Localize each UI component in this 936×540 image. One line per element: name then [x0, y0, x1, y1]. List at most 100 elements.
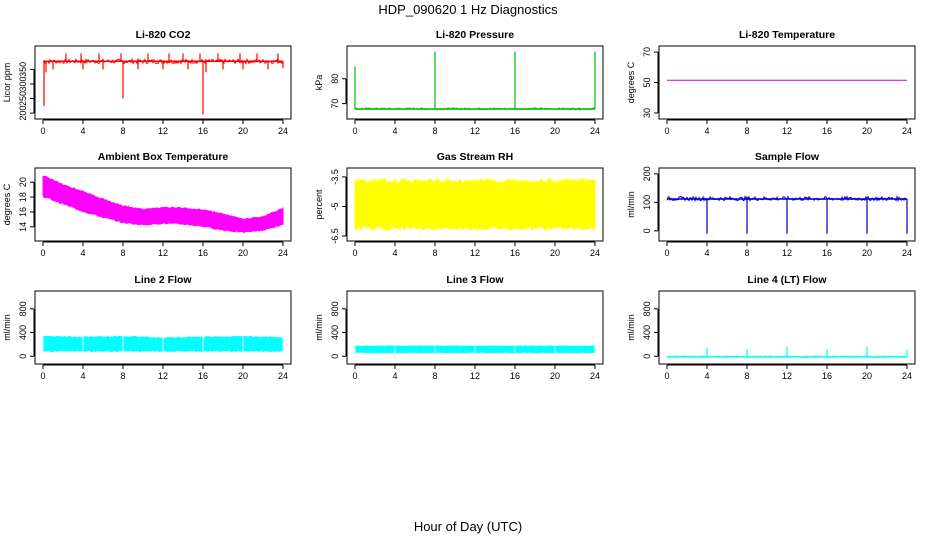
- y-tick-label: 200: [18, 106, 28, 121]
- figure-title: HDP_090620 1 Hz Diagnostics: [378, 2, 558, 17]
- plot-frame: [34, 167, 292, 242]
- y-tick-label: 800: [642, 301, 652, 316]
- x-tick-label: 24: [590, 126, 600, 136]
- y-axis-label: kPa: [314, 75, 324, 91]
- y-tick-label: 20: [18, 177, 28, 187]
- y-tick-label: -5: [330, 202, 340, 210]
- x-tick-label: 16: [510, 248, 520, 258]
- chart-panel-3: Li-820 Temperature degrees C 0 4 8 12 16 20 24 30…: [626, 29, 916, 136]
- x-tick-label: 16: [510, 126, 520, 136]
- y-tick-label: 0: [642, 228, 652, 233]
- y-tick-label: 250: [18, 91, 28, 106]
- plot-frame: [34, 45, 292, 120]
- y-tick-label: 18: [18, 192, 28, 202]
- x-tick-label: 0: [40, 371, 45, 381]
- x-tick-label: 20: [862, 371, 872, 381]
- y-tick-label: 70: [330, 99, 340, 109]
- x-tick-label: 8: [432, 371, 437, 381]
- x-tick-label: 4: [704, 126, 709, 136]
- y-tick-label: 16: [18, 207, 28, 217]
- x-tick-label: 8: [744, 248, 749, 258]
- x-tick-label: 12: [470, 126, 480, 136]
- x-tick-label: 20: [238, 126, 248, 136]
- x-tick-label: 0: [40, 126, 45, 136]
- x-tick-label: 4: [392, 248, 397, 258]
- x-tick-label: 4: [704, 248, 709, 258]
- chart-panel-9: Line 4 (LT) Flow ml/min 0 4 8 12 16 20 24 0 400 800: [626, 274, 916, 381]
- y-tick-label: -3.5: [330, 169, 340, 185]
- x-tick-label: 20: [862, 248, 872, 258]
- panel-title: Li-820 Temperature: [739, 29, 835, 41]
- chart-panel-6: Sample Flow ml/min 0 4 8 12 16 20 24 0 100 200: [626, 151, 916, 258]
- y-axis-label: ml/min: [314, 314, 324, 341]
- panel-title: Line 2 Flow: [134, 274, 192, 286]
- panel-title: Ambient Box Temperature: [98, 151, 229, 163]
- x-tick-label: 24: [278, 371, 288, 381]
- x-tick-label: 16: [198, 371, 208, 381]
- x-tick-label: 20: [550, 371, 560, 381]
- x-tick-label: 24: [278, 126, 288, 136]
- series-area: [42, 175, 284, 234]
- x-tick-label: 0: [352, 248, 357, 258]
- plot-frame: [346, 290, 604, 365]
- panel-title: Gas Stream RH: [437, 151, 513, 163]
- x-tick-label: 0: [352, 126, 357, 136]
- y-axis-label: Licor ppm: [2, 63, 12, 103]
- x-tick-label: 24: [590, 371, 600, 381]
- x-tick-label: 8: [744, 126, 749, 136]
- x-tick-label: 4: [80, 126, 85, 136]
- x-tick-label: 4: [392, 371, 397, 381]
- chart-panel-4: Ambient Box Temperature degrees C 0 4 8 12 16 2…: [2, 151, 292, 258]
- plot-frame: [346, 167, 604, 242]
- x-tick-label: 12: [470, 371, 480, 381]
- y-axis-label: ml/min: [626, 314, 636, 341]
- y-tick-label: 70: [642, 47, 652, 57]
- x-tick-label: 12: [782, 248, 792, 258]
- chart-panel-2: Li-820 Pressure kPa 0 4 8 12 16 20 24 70 80: [314, 29, 604, 136]
- y-tick-label: 350: [18, 62, 28, 77]
- panel-title: Li-820 CO2: [136, 29, 191, 41]
- x-tick-label: 16: [510, 371, 520, 381]
- x-tick-label: 8: [120, 126, 125, 136]
- x-tick-label: 12: [782, 371, 792, 381]
- plot-frame: [34, 290, 292, 365]
- x-tick-label: 0: [352, 371, 357, 381]
- y-tick-label: -6.5: [330, 228, 340, 244]
- y-axis-label: percent: [314, 189, 324, 220]
- x-tick-label: 4: [392, 126, 397, 136]
- x-tick-label: 0: [664, 126, 669, 136]
- y-axis-label: degrees C: [626, 61, 636, 103]
- y-tick-label: 800: [18, 301, 28, 316]
- x-tick-label: 8: [120, 371, 125, 381]
- chart-panel-1: Li-820 CO2 Licor ppm 0 4 8 12 16 20 24 2002503003…: [2, 29, 292, 136]
- x-tick-label: 4: [704, 371, 709, 381]
- x-tick-label: 24: [590, 248, 600, 258]
- panel-title: Sample Flow: [755, 151, 820, 163]
- x-tick-label: 24: [902, 248, 912, 258]
- series-area: [354, 177, 596, 232]
- x-tick-label: 12: [782, 126, 792, 136]
- x-tick-label: 16: [198, 126, 208, 136]
- y-tick-label: 14: [18, 222, 28, 232]
- panel-title: Line 3 Flow: [446, 274, 504, 286]
- chart-panel-8: Line 3 Flow ml/min 0 4 8 12 16 20 24 0 400 800: [314, 274, 604, 381]
- x-tick-label: 8: [120, 248, 125, 258]
- x-tick-label: 20: [550, 248, 560, 258]
- plot-frame: [658, 290, 916, 365]
- x-tick-label: 20: [862, 126, 872, 136]
- x-tick-label: 24: [902, 371, 912, 381]
- x-tick-label: 20: [550, 126, 560, 136]
- x-tick-label: 16: [822, 126, 832, 136]
- x-tick-label: 12: [158, 126, 168, 136]
- y-axis-label: degrees C: [2, 183, 12, 225]
- panel-title: Li-820 Pressure: [436, 29, 514, 41]
- y-tick-label: 100: [642, 195, 652, 210]
- x-tick-label: 8: [744, 371, 749, 381]
- x-tick-label: 8: [432, 126, 437, 136]
- x-tick-label: 24: [278, 248, 288, 258]
- y-tick-label: 300: [18, 76, 28, 91]
- chart-panel-5: Gas Stream RH percent 0 4 8 12 16 20 24 -6.5 -5 -3.…: [314, 151, 604, 258]
- x-tick-label: 0: [664, 371, 669, 381]
- x-tick-label: 4: [80, 248, 85, 258]
- x-tick-label: 4: [80, 371, 85, 381]
